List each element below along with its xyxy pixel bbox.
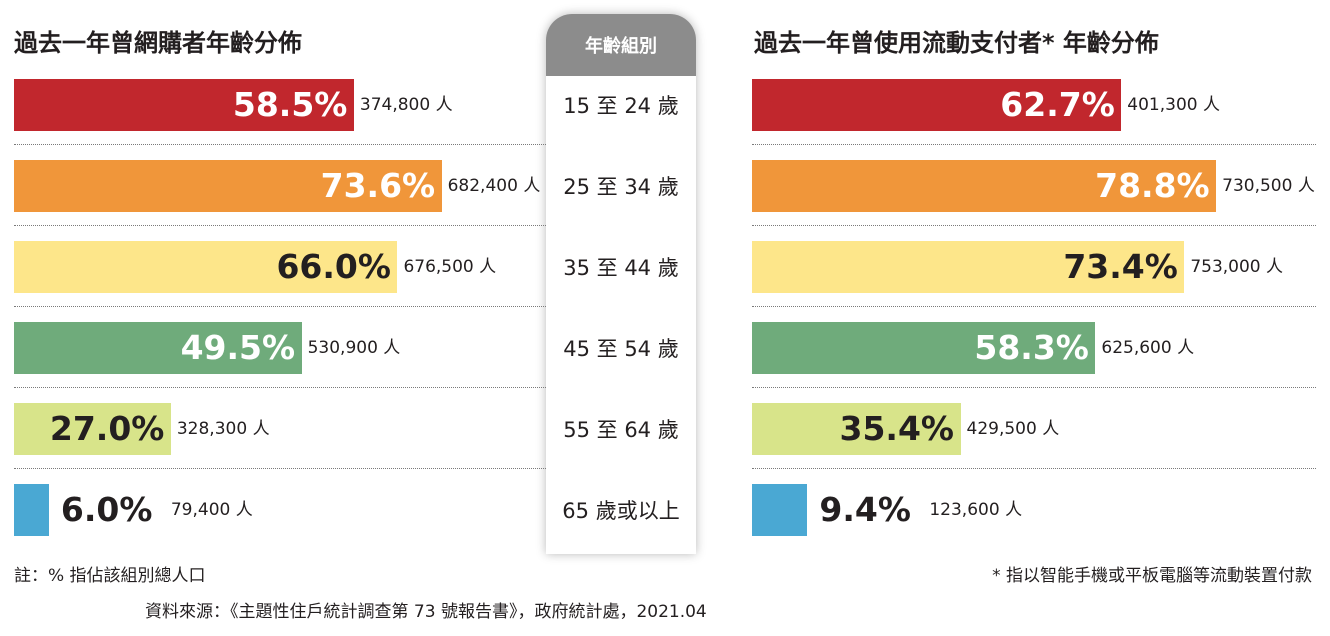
left-row-separator	[14, 468, 546, 469]
left-count-label: 682,400 人	[447, 176, 541, 196]
right-bar	[752, 241, 1185, 293]
footnote-right: * 指以智能手機或平板電腦等流動裝置付款	[992, 566, 1312, 586]
left-count-label: 328,300 人	[176, 419, 270, 439]
left-percent-label: 73.6%	[320, 166, 436, 205]
right-bar	[752, 79, 1122, 131]
right-percent-label: 35.4%	[839, 409, 955, 448]
right-row-separator	[752, 468, 1316, 469]
right-count-label: 401,300 人	[1127, 95, 1220, 115]
left-bar	[14, 484, 49, 536]
right-row-separator	[752, 144, 1316, 145]
right-bar	[752, 322, 1096, 374]
right-count-label: 625,600 人	[1101, 338, 1195, 358]
left-percent-label: 58.5%	[232, 85, 348, 124]
right-count-label: 123,600 人	[929, 500, 1023, 520]
age-group-label: 25 至 34 歲	[563, 175, 679, 199]
age-group-label: 15 至 24 歲	[563, 94, 679, 118]
right-count-label: 429,500 人	[966, 419, 1060, 439]
right-percent-label: 9.4%	[819, 490, 911, 529]
left-bar	[14, 403, 171, 455]
age-group-column	[546, 14, 696, 554]
right-row-separator	[752, 306, 1316, 307]
right-bar	[752, 160, 1217, 212]
right-count-label: 753,000 人	[1190, 257, 1284, 277]
right-bar	[752, 403, 961, 455]
age-group-label: 45 至 54 歲	[563, 337, 679, 361]
right-percent-label: 58.3%	[974, 328, 1089, 367]
left-count-label: 530,900 人	[307, 338, 401, 358]
left-count-label: 374,800 人	[359, 95, 453, 115]
left-row-separator	[14, 225, 546, 226]
left-chart-title: 過去一年曾網購者年齡分佈	[14, 29, 302, 57]
right-percent-label: 62.7%	[1000, 85, 1115, 124]
left-percent-label: 6.0%	[60, 490, 153, 529]
age-group-label: 55 至 64 歲	[563, 418, 679, 442]
left-percent-label: 27.0%	[49, 409, 165, 448]
right-percent-label: 73.4%	[1063, 247, 1178, 286]
left-row-separator	[14, 306, 546, 307]
source-note: 資料來源：《主題性住戶統計調查第 73 號報告書》，政府統計處，2021.04	[145, 602, 707, 622]
left-count-label: 79,400 人	[170, 500, 253, 520]
left-row-separator	[14, 387, 546, 388]
right-row-separator	[752, 225, 1316, 226]
right-row-separator	[752, 387, 1316, 388]
footnote-left: 註：% 指佔該組別總人口	[14, 566, 206, 586]
left-count-label: 676,500 人	[403, 257, 497, 277]
age-group-header: 年齡組別	[546, 14, 696, 76]
left-bar	[14, 241, 398, 293]
right-chart-title: 過去一年曾使用流動支付者* 年齡分佈	[754, 29, 1159, 57]
right-bar	[752, 484, 808, 536]
left-bar	[14, 79, 354, 131]
left-percent-label: 49.5%	[180, 328, 296, 367]
left-bar	[14, 322, 302, 374]
age-group-label: 65 歲或以上	[562, 499, 680, 523]
right-percent-label: 78.8%	[1095, 166, 1210, 205]
age-group-label: 35 至 44 歲	[563, 256, 679, 280]
left-bar	[14, 160, 442, 212]
left-percent-label: 66.0%	[276, 247, 391, 286]
right-count-label: 730,500 人	[1222, 176, 1315, 196]
left-row-separator	[14, 144, 546, 145]
